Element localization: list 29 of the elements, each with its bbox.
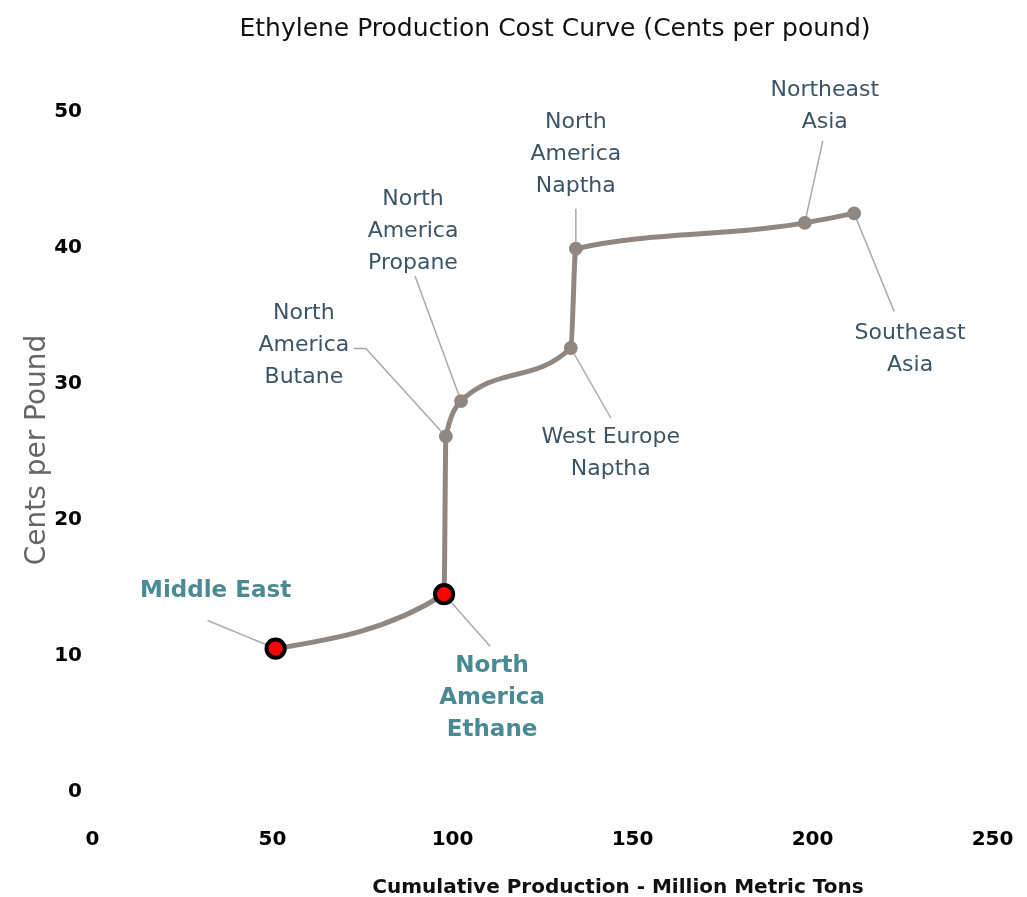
x-tick-label: 250: [971, 826, 1014, 851]
point: [438, 429, 453, 444]
y-tick-label: 10: [54, 641, 82, 666]
y-axis-title: Cents per Pound: [19, 334, 52, 566]
y-tick-label: 0: [68, 777, 82, 802]
annotation: North America Butane: [258, 299, 350, 389]
annotation: Northeast Asia: [770, 75, 880, 133]
y-tick-label: 20: [54, 505, 82, 530]
point: [563, 341, 578, 355]
y-tick-label: 30: [54, 369, 82, 394]
point: [797, 215, 812, 230]
annotation: Southeast Asia: [854, 319, 967, 377]
point: [454, 394, 468, 408]
point: [847, 206, 862, 221]
y-tick-label: 40: [54, 233, 82, 258]
annotation: North America Propane: [367, 185, 459, 275]
x-tick-label: 0: [85, 826, 100, 851]
annotation: North America Naptha: [530, 107, 622, 197]
annotation: Middle East: [140, 575, 292, 602]
y-tick-label: 50: [54, 97, 82, 122]
chart-title: Ethylene Production Cost Curve (Cents per pound): [239, 13, 871, 42]
x-tick-label: 150: [611, 826, 654, 851]
annotation: North America Ethane: [439, 651, 545, 742]
x-tick-label: 200: [791, 826, 834, 851]
x-axis-title: Cumulative Production - Million Metric Tons: [372, 874, 864, 897]
point: [568, 241, 583, 256]
x-tick-label: 100: [431, 826, 474, 851]
x-tick-label: 50: [258, 826, 287, 851]
annotation: West Europe Naptha: [541, 423, 681, 480]
